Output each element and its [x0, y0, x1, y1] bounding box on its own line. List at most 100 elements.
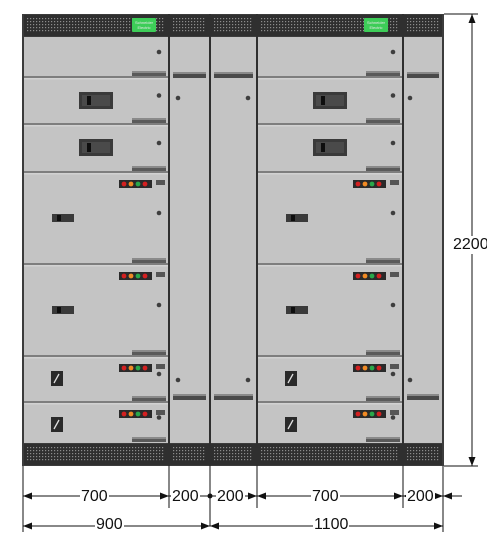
top-vent-grille-slot	[238, 18, 240, 20]
top-vent-grille-slot	[434, 24, 436, 26]
base-vent-grille-slot	[173, 459, 175, 461]
base-vent-grille-slot	[99, 459, 101, 461]
top-vent-grille-slot	[87, 24, 89, 26]
top-vent-grille-slot	[48, 27, 50, 29]
top-vent-grille-slot	[431, 24, 433, 26]
top-vent-grille-slot	[162, 18, 164, 20]
base-vent-grille-slot	[312, 453, 314, 455]
base-vent-grille-slot	[357, 450, 359, 452]
base-vent-grille-slot	[303, 456, 305, 458]
top-vent-grille-slot	[123, 24, 125, 26]
base-vent-grille-slot	[111, 447, 113, 449]
top-vent-grille-slot	[348, 18, 350, 20]
base-vent-grille-slot	[102, 450, 104, 452]
top-vent-grille-slot	[93, 27, 95, 29]
top-vent-grille-slot	[396, 24, 398, 26]
base-vent-grille-slot	[150, 447, 152, 449]
top-vent-grille-slot	[102, 30, 104, 32]
base-vent-grille-slot	[217, 456, 219, 458]
base-vent-grille-slot	[54, 459, 56, 461]
top-vent-grille-slot	[66, 21, 68, 23]
top-vent-grille-slot	[42, 21, 44, 23]
base-vent-grille-slot	[288, 453, 290, 455]
top-vent-grille-slot	[431, 21, 433, 23]
top-vent-grille-slot	[300, 24, 302, 26]
top-vent-grille-slot	[99, 27, 101, 29]
top-vent-grille-slot	[188, 27, 190, 29]
base-vent-grille-slot	[357, 447, 359, 449]
base-vent-grille-slot	[345, 447, 347, 449]
base-vent-grille-slot	[312, 456, 314, 458]
base-vent-grille-slot	[57, 447, 59, 449]
base-vent-grille-slot	[315, 453, 317, 455]
top-vent-grille-slot	[72, 21, 74, 23]
base-vent-grille-slot	[285, 456, 287, 458]
base-vent-grille-slot	[84, 459, 86, 461]
top-vent-grille-slot	[250, 24, 252, 26]
top-vent-grille-slot	[282, 27, 284, 29]
top-vent-grille-slot	[87, 27, 89, 29]
base-vent-grille-slot	[357, 453, 359, 455]
base-vent-grille-slot	[369, 447, 371, 449]
base-vent-grille-slot	[247, 456, 249, 458]
top-vent-grille-slot	[75, 30, 77, 32]
top-vent-grille-slot	[250, 21, 252, 23]
base-vent-grille-slot	[159, 447, 161, 449]
drawer-handle-highlight	[366, 350, 400, 352]
busbar-clamp-highlight	[214, 72, 253, 74]
base-vent-grille-slot	[315, 456, 317, 458]
top-vent-grille-slot	[273, 21, 275, 23]
drawer-handle	[366, 350, 400, 355]
top-vent-grille-slot	[96, 27, 98, 29]
rotary-switch-lever	[53, 373, 60, 384]
top-vent-grille-slot	[342, 27, 344, 29]
drawer-lock-dot	[390, 415, 396, 420]
base-vent-grille-slot	[425, 453, 427, 455]
top-vent-grille-slot	[90, 24, 92, 26]
top-vent-grille-slot	[241, 21, 243, 23]
top-vent-grille-slot	[27, 24, 29, 26]
top-vent-grille-slot	[345, 18, 347, 20]
top-vent-grille-slot	[105, 27, 107, 29]
group-arrow	[201, 522, 210, 530]
indicator-lamp	[369, 273, 375, 279]
base-vent-grille-slot	[138, 447, 140, 449]
base-vent-grille-slot	[372, 450, 374, 452]
base-vent-grille-slot	[431, 459, 433, 461]
top-vent-grille-slot	[309, 24, 311, 26]
top-vent-grille-slot	[57, 30, 59, 32]
base-vent-grille-slot	[188, 450, 190, 452]
base-vent-grille-slot	[135, 453, 137, 455]
base-vent-grille-slot	[330, 456, 332, 458]
base-vent-grille-slot	[223, 456, 225, 458]
top-vent-grille-slot	[51, 30, 53, 32]
top-vent-grille-slot	[111, 27, 113, 29]
base-vent-grille-slot	[369, 456, 371, 458]
indicator-lamp	[362, 181, 368, 187]
top-vent-grille-slot	[36, 24, 38, 26]
drawer-handle	[132, 437, 166, 442]
base-vent-grille-slot	[147, 456, 149, 458]
base-vent-grille-slot	[270, 450, 272, 452]
top-vent-grille-slot	[396, 30, 398, 32]
base-vent-grille-slot	[279, 453, 281, 455]
base-vent-grille-slot	[220, 447, 222, 449]
top-vent-grille-slot	[126, 21, 128, 23]
top-vent-grille-slot	[422, 24, 424, 26]
base-vent-grille-slot	[27, 459, 29, 461]
top-vent-grille-slot	[223, 27, 225, 29]
busbar-clamp	[407, 72, 439, 78]
base-vent-grille-slot	[390, 450, 392, 452]
top-vent-grille-slot	[120, 27, 122, 29]
top-vent-grille-slot	[416, 27, 418, 29]
indicator-lamp	[121, 411, 127, 417]
base-vent-grille-slot	[387, 450, 389, 452]
base-vent-grille-slot	[419, 459, 421, 461]
indicator-lamp	[376, 181, 382, 187]
drawer-handle	[366, 437, 400, 442]
base-vent-grille-slot	[78, 450, 80, 452]
base-vent-grille-slot	[294, 453, 296, 455]
busbar-clamp	[173, 72, 206, 78]
top-vent-grille-slot	[105, 24, 107, 26]
top-vent-grille-slot	[270, 21, 272, 23]
